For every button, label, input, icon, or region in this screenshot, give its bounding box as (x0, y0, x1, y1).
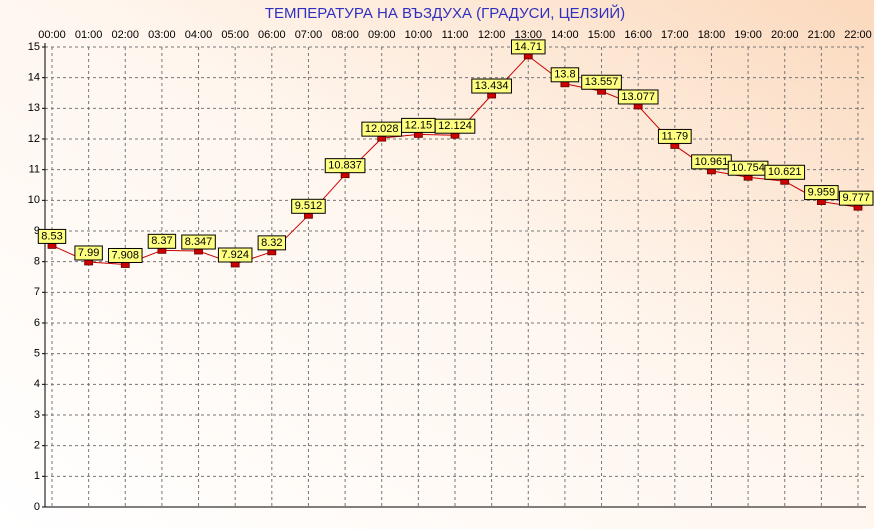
x-tick-label: 01:00 (75, 29, 103, 41)
y-tick-label: 5 (34, 348, 40, 360)
y-tick-label: 10 (28, 194, 40, 206)
y-tick-label: 15 (28, 41, 40, 53)
x-tick-label: 17:00 (661, 29, 689, 41)
value-label: 8.347 (185, 236, 213, 248)
value-label: 8.37 (151, 235, 172, 247)
value-label: 9.777 (842, 192, 870, 204)
y-tick-label: 6 (34, 317, 40, 329)
value-label: 7.99 (78, 247, 99, 259)
value-label-box (657, 128, 692, 144)
value-label-box (838, 190, 874, 206)
value-label: 10.754 (731, 162, 765, 174)
x-tick-label: 06:00 (258, 29, 286, 41)
value-label: 7.908 (112, 249, 140, 261)
value-label: 7.924 (221, 249, 249, 261)
value-label: 10.837 (328, 160, 362, 172)
y-tick-label: 3 (34, 409, 40, 421)
value-label: 12.15 (405, 119, 433, 131)
value-label-box (108, 247, 143, 263)
value-label: 11.79 (661, 130, 688, 142)
x-tick-label: 08:00 (331, 29, 359, 41)
value-label: 13.557 (585, 76, 619, 88)
y-tick-label: 14 (28, 72, 40, 84)
value-label: 8.53 (41, 230, 62, 242)
x-tick-label: 07:00 (295, 29, 323, 41)
value-label-box (37, 228, 67, 244)
value-label: 13.8 (554, 69, 575, 81)
x-tick-label: 20:00 (771, 29, 799, 41)
x-tick-label: 02:00 (112, 29, 140, 41)
y-tick-label: 2 (34, 440, 40, 452)
y-tick-label: 11 (29, 164, 40, 176)
value-label-box (581, 74, 622, 90)
y-tick-label: 8 (34, 256, 40, 268)
y-tick-label: 0 (34, 501, 40, 513)
x-tick-label: 18:00 (698, 29, 726, 41)
y-tick-label: 12 (28, 133, 40, 145)
x-tick-label: 05:00 (221, 29, 249, 41)
y-tick-label: 13 (28, 102, 40, 114)
value-label: 12.028 (365, 123, 399, 135)
value-label: 10.621 (768, 166, 802, 178)
chart-title: ТЕМПЕРАТУРА НА ВЪЗДУХА (ГРАДУСИ, ЦЕЛЗИЙ) (265, 4, 625, 22)
value-label-box (511, 39, 546, 55)
y-tick-label: 9 (34, 225, 40, 237)
value-label-box (291, 198, 326, 214)
value-label-box (324, 158, 366, 174)
x-tick-label: 04:00 (185, 29, 213, 41)
x-tick-label: 16:00 (624, 29, 652, 41)
value-label: 13.077 (621, 91, 655, 103)
x-tick-label: 21:00 (808, 29, 836, 41)
x-tick-label: 11:00 (442, 29, 469, 41)
x-tick-label: 00:00 (38, 29, 66, 41)
value-label-box (257, 235, 287, 251)
value-label: 14.71 (515, 41, 543, 53)
value-label-box (434, 118, 476, 134)
y-tick-label: 7 (34, 286, 40, 298)
value-label-box (217, 247, 253, 263)
x-tick-label: 13:00 (515, 29, 543, 41)
x-tick-label: 15:00 (588, 29, 616, 41)
value-label-box (74, 245, 103, 261)
value-label-box (804, 185, 839, 201)
x-tick-label: 03:00 (148, 29, 176, 41)
value-label-box (181, 234, 216, 250)
value-label-box (147, 233, 177, 249)
y-tick-label: 4 (34, 378, 40, 390)
x-tick-label: 14:00 (551, 29, 579, 41)
value-label: 12.124 (438, 120, 472, 132)
value-label-box (550, 67, 580, 83)
value-label-box (764, 164, 806, 180)
x-tick-label: 22:00 (844, 29, 872, 41)
value-label: 13.434 (475, 80, 509, 92)
x-tick-label: 09:00 (368, 29, 396, 41)
y-tick-label: 1 (34, 470, 40, 482)
value-label: 10.961 (695, 156, 729, 168)
value-label-box (617, 89, 659, 105)
value-label-box (471, 78, 512, 94)
value-label: 9.512 (295, 200, 323, 212)
value-label: 9.959 (808, 186, 836, 198)
x-tick-label: 19:00 (734, 29, 762, 41)
value-label: 8.32 (261, 237, 282, 249)
x-tick-label: 12:00 (478, 29, 506, 41)
x-tick-label: 10:00 (405, 29, 433, 41)
